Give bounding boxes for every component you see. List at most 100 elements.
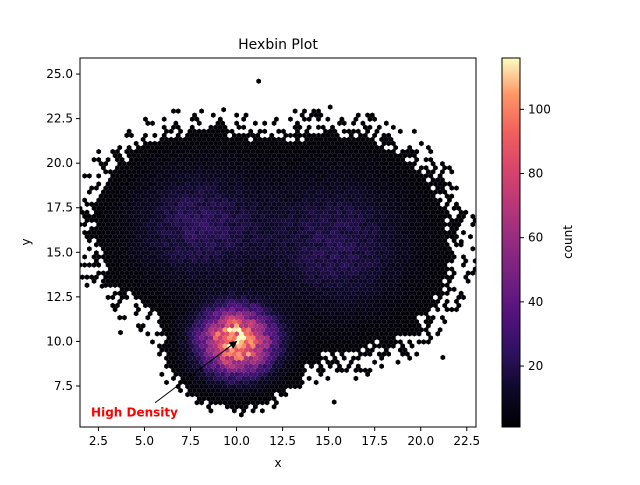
hexbin-cell [243, 209, 249, 216]
hexbin-cell [231, 359, 237, 365]
hexbin-cell [346, 185, 352, 191]
hexbin-cell [297, 181, 303, 187]
hexbin-cell [145, 290, 151, 297]
hexbin-cell [386, 213, 391, 220]
hexbin-cell [136, 233, 141, 240]
hexbin-cell [112, 306, 118, 313]
hexbin-cell [255, 335, 261, 341]
hexbin-cell [260, 310, 265, 317]
hexbin-cell [267, 144, 272, 151]
hexbin-cell [267, 339, 272, 345]
hexbin-cell [140, 161, 146, 167]
hexbin-cell [428, 302, 434, 309]
hexbin-cell [288, 246, 293, 252]
hexbin-cell [103, 258, 109, 264]
hexbin-cell [351, 201, 356, 207]
hexbin-cell [330, 132, 335, 139]
hexbin-cell [239, 136, 244, 143]
hexbin-cell [262, 298, 268, 305]
hexbin-cell [189, 189, 195, 195]
hexbin-cell [426, 217, 431, 224]
hexbin-cell [379, 233, 384, 240]
hexbin-cell [168, 250, 174, 256]
hexbin-cell [231, 319, 237, 325]
hexbin-cell [369, 233, 375, 240]
hexbin-cell [330, 124, 335, 130]
hexbin-cell [220, 201, 225, 207]
hexbin-cell [416, 177, 422, 183]
hexbin-cell [358, 246, 363, 252]
hexbin-cell [318, 339, 324, 345]
hexbin-cell [414, 270, 420, 276]
hexbin-cell [257, 169, 263, 175]
hexbin-cell [262, 193, 268, 199]
hexbin-cell [229, 355, 235, 361]
hexbin-cell [236, 181, 242, 187]
hexbin-cell [348, 246, 354, 252]
hexbin-cell [337, 242, 342, 248]
hexbin-cell [346, 136, 352, 143]
hexbin-cell [285, 355, 291, 361]
hexbin-cell [295, 242, 300, 248]
hexbin-cell [239, 404, 244, 410]
hexbin-cell [423, 327, 429, 333]
hexbin-cell [398, 225, 403, 232]
hexbin-cell [231, 238, 237, 244]
hexbin-cell [187, 306, 193, 313]
hexbin-cell [299, 379, 305, 386]
hexbin-cell [180, 165, 186, 171]
hexbin-cell [428, 148, 434, 155]
hexbin-cell [234, 136, 239, 143]
hexbin-cell [175, 140, 181, 147]
hexbin-cell [419, 278, 424, 284]
hexbin-cell [386, 205, 391, 211]
hexbin-cell [208, 408, 214, 414]
hexbin-cell [412, 217, 417, 224]
hexbin-cell [260, 359, 265, 365]
hexbin-cell [330, 310, 335, 317]
hexbin-cell [355, 339, 361, 345]
hexbin-cell [182, 209, 188, 216]
hexbin-cell [388, 217, 394, 224]
hexbin-cell [199, 132, 204, 139]
hexbin-cell [157, 286, 162, 292]
hexbin-cell [246, 157, 251, 163]
hexbin-cell [131, 169, 137, 175]
hexbin-cell [96, 173, 102, 179]
hexbin-cell [458, 209, 464, 216]
hexbin-cell [309, 169, 314, 175]
hexbin-cell [276, 136, 282, 143]
hexbin-cell [117, 185, 123, 191]
hexbin-cell [388, 258, 394, 264]
hexbin-cell [115, 173, 120, 179]
hexbin-cell [101, 213, 106, 220]
hexbin-cell [243, 306, 249, 313]
hexbin-cell [129, 246, 134, 252]
hexbin-cell [355, 152, 361, 159]
hexbin-cell [332, 161, 338, 167]
hexbin-cell [82, 262, 88, 268]
hexbin-cell [175, 254, 181, 260]
hexbin-cell [295, 225, 300, 232]
hexbin-cell [295, 209, 300, 216]
hexbin-cell [250, 181, 256, 187]
y-axis-label: y [19, 238, 33, 245]
hexbin-cell [241, 302, 247, 309]
hexbin-cell [365, 136, 370, 143]
hexbin-cell [260, 157, 265, 163]
hexbin-cell [260, 173, 265, 179]
hexbin-cell [299, 242, 305, 248]
hexbin-cell [201, 217, 207, 224]
hexbin-cell [451, 254, 457, 260]
hexbin-cell [152, 262, 158, 268]
hexbin-cell [302, 189, 307, 195]
hexbin-cell [194, 213, 200, 220]
hexbin-cell [133, 173, 139, 179]
hexbin-cell [138, 229, 144, 236]
hexbin-cell [383, 185, 389, 191]
hexbin-cell [227, 278, 232, 284]
hexbin-cell [419, 294, 424, 301]
hexbin-cell [426, 233, 431, 240]
hexbin-cell [215, 225, 221, 232]
hexbin-cell [213, 173, 218, 179]
